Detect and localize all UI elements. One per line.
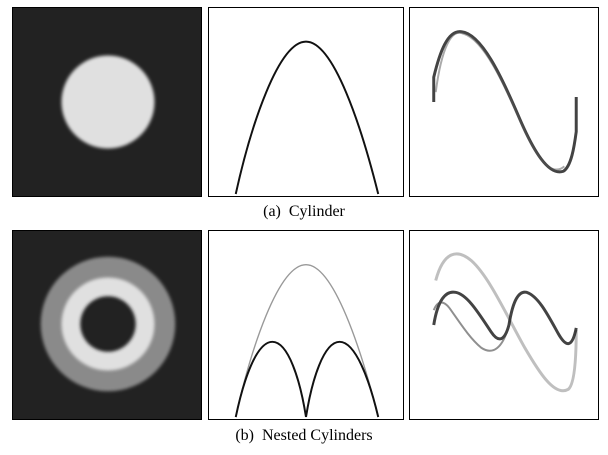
cylinder-sinogram-plot bbox=[432, 30, 578, 174]
inner-sine-curve-2 bbox=[432, 301, 510, 352]
nested-cylinders-sinogram-plot bbox=[432, 252, 578, 393]
cylinder-image-panel bbox=[12, 7, 202, 197]
nested-cylinders-sinogram-panel bbox=[409, 230, 599, 420]
inner-hole bbox=[80, 296, 136, 352]
caption-nested-cylinders-label: (b) bbox=[235, 427, 254, 444]
caption-nested-cylinders-name: Nested Cylinders bbox=[262, 427, 373, 444]
nested-cylinders-image bbox=[13, 231, 201, 419]
inner-left-arc-curve bbox=[234, 340, 307, 418]
cylinder-arc-curve bbox=[234, 40, 380, 195]
outer-sine-curve bbox=[434, 252, 578, 393]
cylinder-projection-panel bbox=[208, 7, 404, 197]
inner-right-arc-curve bbox=[305, 340, 380, 418]
caption-nested-cylinders: (b) Nested Cylinders bbox=[0, 427, 608, 445]
cylinder-sinogram-panel bbox=[409, 7, 599, 197]
cylinder-sine-curve bbox=[432, 30, 578, 174]
nested-cylinders-image-panel bbox=[12, 230, 202, 420]
nested-cylinders-projection-panel bbox=[208, 230, 404, 420]
nested-cylinders-projection-plot bbox=[234, 263, 380, 418]
caption-cylinder: (a) Cylinder bbox=[0, 203, 608, 221]
cylinder-disk bbox=[61, 55, 155, 149]
outer-arc-curve bbox=[235, 263, 379, 418]
caption-cylinder-name: Cylinder bbox=[288, 203, 345, 220]
caption-cylinder-label: (a) bbox=[263, 203, 281, 220]
cylinder-image bbox=[13, 8, 201, 196]
cylinder-projection-plot bbox=[234, 40, 380, 195]
